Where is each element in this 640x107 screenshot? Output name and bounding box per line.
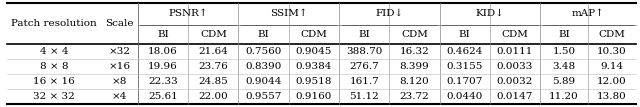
Text: 12.00: 12.00 [597,77,627,86]
Text: 0.0147: 0.0147 [497,92,533,101]
Text: 0.9044: 0.9044 [245,77,282,86]
Text: CDM: CDM [200,30,227,39]
Text: 18.06: 18.06 [148,47,178,56]
Text: 11.20: 11.20 [549,92,579,101]
Text: Patch resolution: Patch resolution [11,19,97,28]
Text: 0.9557: 0.9557 [245,92,282,101]
Text: 276.7: 276.7 [349,62,379,71]
Text: 32 × 32: 32 × 32 [33,92,75,101]
Text: 0.3155: 0.3155 [447,62,483,71]
Text: 16.32: 16.32 [399,47,429,56]
Text: 23.72: 23.72 [399,92,429,101]
Text: 22.33: 22.33 [148,77,178,86]
Text: 0.0440: 0.0440 [447,92,483,101]
Text: 19.96: 19.96 [148,62,178,71]
Text: ×32: ×32 [109,47,131,56]
Text: 9.14: 9.14 [600,62,623,71]
Text: 0.4624: 0.4624 [447,47,483,56]
Text: 0.9045: 0.9045 [296,47,332,56]
Text: FID↓: FID↓ [375,9,403,18]
Text: 13.80: 13.80 [597,92,627,101]
Text: 8 × 8: 8 × 8 [40,62,68,71]
Text: 0.7560: 0.7560 [245,47,282,56]
Text: 16 × 16: 16 × 16 [33,77,75,86]
Text: 0.8390: 0.8390 [245,62,282,71]
Text: 23.76: 23.76 [198,62,228,71]
Text: CDM: CDM [300,30,327,39]
Text: CDM: CDM [401,30,428,39]
Text: 0.9160: 0.9160 [296,92,332,101]
Text: 0.0111: 0.0111 [497,47,533,56]
Text: 0.9384: 0.9384 [296,62,332,71]
Text: Scale: Scale [105,19,134,28]
Text: 10.30: 10.30 [597,47,627,56]
Text: 22.00: 22.00 [198,92,228,101]
Text: 161.7: 161.7 [349,77,379,86]
Text: BI: BI [258,30,269,39]
Text: 8.120: 8.120 [399,77,429,86]
Text: CDM: CDM [598,30,625,39]
Text: 388.70: 388.70 [346,47,382,56]
Text: mAP↑: mAP↑ [572,9,604,18]
Text: KID↓: KID↓ [476,9,504,18]
Text: ×8: ×8 [112,77,127,86]
Text: BI: BI [157,30,169,39]
Text: SSIM↑: SSIM↑ [270,9,308,18]
Text: ×16: ×16 [109,62,131,71]
Text: 0.9518: 0.9518 [296,77,332,86]
Text: 5.89: 5.89 [552,77,575,86]
Text: ×4: ×4 [112,92,127,101]
Text: 24.85: 24.85 [198,77,228,86]
Text: 8.399: 8.399 [399,62,429,71]
Text: 4 × 4: 4 × 4 [40,47,68,56]
Text: 21.64: 21.64 [198,47,228,56]
Text: BI: BI [358,30,370,39]
Text: CDM: CDM [502,30,529,39]
Text: 0.0033: 0.0033 [497,62,533,71]
Text: PSNR↑: PSNR↑ [168,9,208,18]
Text: 0.1707: 0.1707 [447,77,483,86]
Text: BI: BI [558,30,570,39]
Text: 1.50: 1.50 [552,47,575,56]
Text: 51.12: 51.12 [349,92,379,101]
Text: BI: BI [459,30,470,39]
Text: 0.0032: 0.0032 [497,77,533,86]
Text: 3.48: 3.48 [552,62,575,71]
Text: 25.61: 25.61 [148,92,178,101]
